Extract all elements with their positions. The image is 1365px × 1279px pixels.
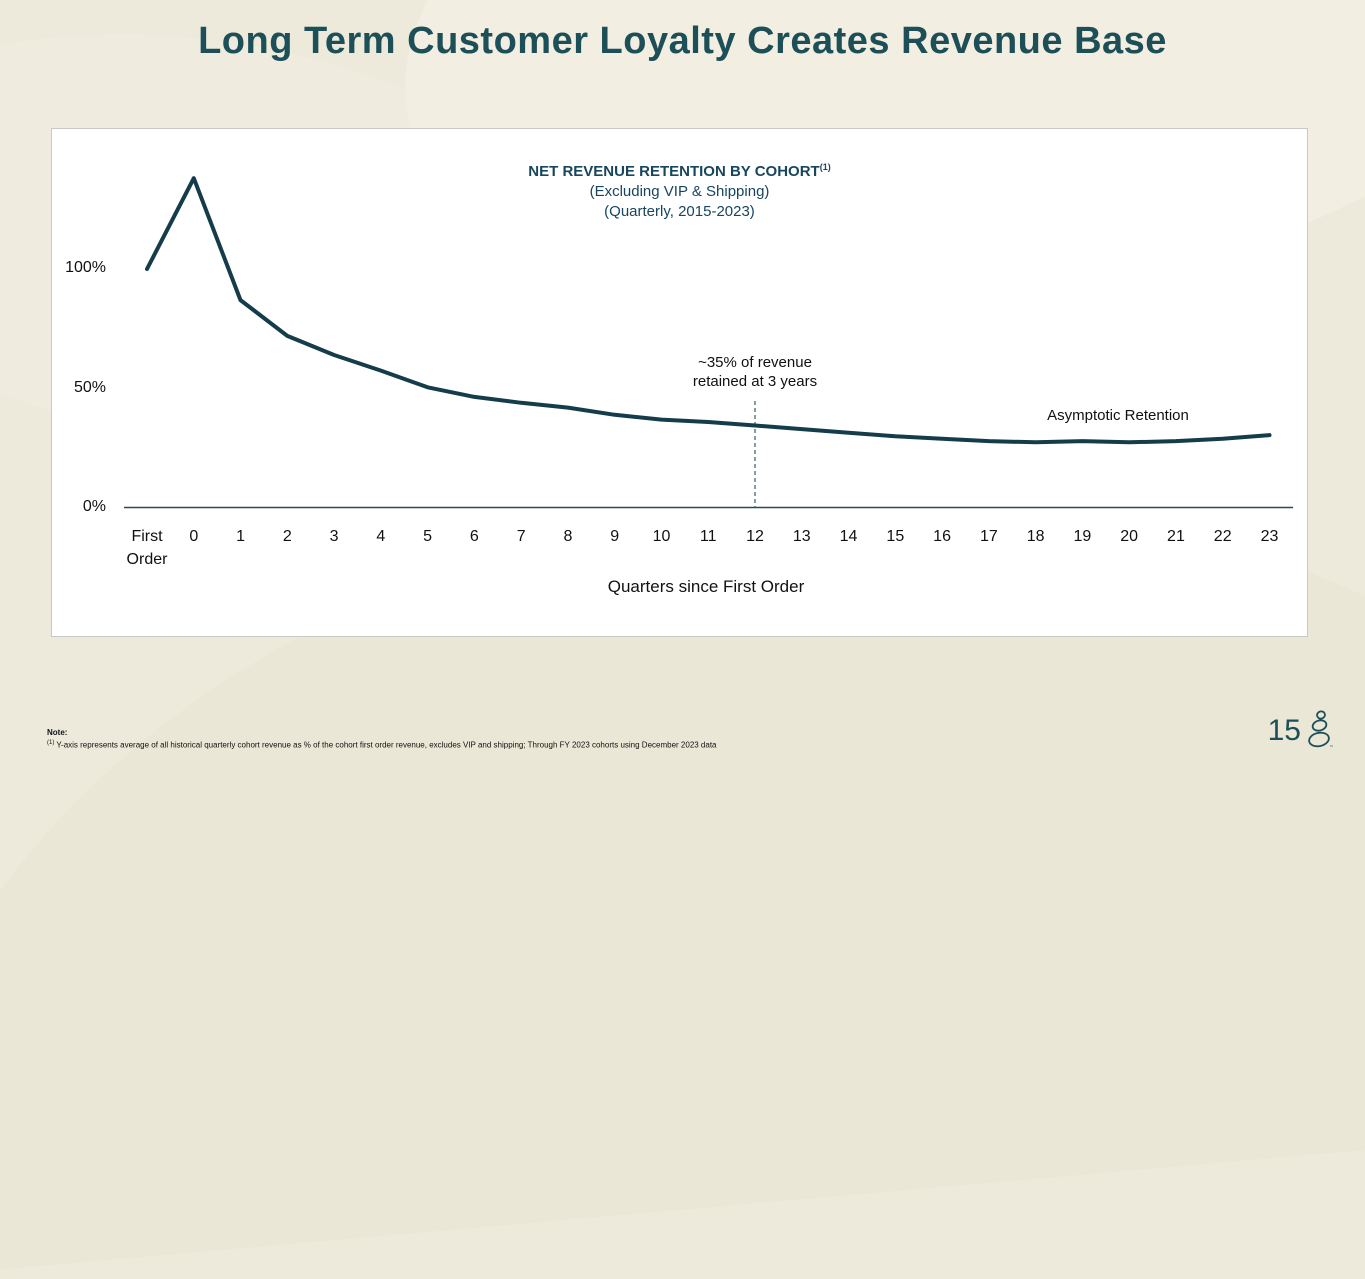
x-tick-8: 8 bbox=[563, 528, 573, 545]
chart-title-footnote-marker: (1) bbox=[819, 162, 831, 172]
x-tick-4: 4 bbox=[376, 528, 386, 545]
x-tick-17: 17 bbox=[979, 528, 998, 545]
x-tick-5: 5 bbox=[423, 528, 433, 545]
slide-title: Long Term Customer Loyalty Creates Reven… bbox=[198, 20, 1167, 62]
x-tick-14: 14 bbox=[839, 528, 858, 545]
retention-annotation: ~35% of revenue retained at 3 years bbox=[693, 353, 817, 391]
x-tick-2: 2 bbox=[282, 528, 292, 545]
x-tick-16: 16 bbox=[933, 528, 951, 545]
x-tick-7: 7 bbox=[516, 528, 526, 545]
x-tick-21: 21 bbox=[1167, 528, 1185, 545]
x-tick-20: 20 bbox=[1120, 528, 1139, 545]
chart-panel: NET REVENUE RETENTION BY COHORT(1) (Excl… bbox=[51, 128, 1308, 637]
x-tick-9: 9 bbox=[610, 528, 620, 545]
x-tick-18: 18 bbox=[1026, 528, 1045, 545]
x-tick-0: 0 bbox=[189, 528, 199, 545]
retention-chart bbox=[124, 176, 1293, 509]
chart-subtitle-2: (Quarterly, 2015-2023) bbox=[604, 203, 755, 220]
page-number: 15 bbox=[1267, 714, 1301, 747]
note-text-line: (1) Y-axis represents average of all his… bbox=[47, 738, 717, 751]
x-tick-1: 1 bbox=[236, 528, 245, 545]
page-footer: 15 ™ bbox=[1268, 710, 1333, 752]
x-tick-13: 13 bbox=[792, 528, 811, 545]
y-tick-100: 100% bbox=[65, 259, 106, 276]
chart-title-text: NET REVENUE RETENTION BY COHORT bbox=[528, 163, 820, 180]
x-axis-title: Quarters since First Order bbox=[607, 577, 805, 596]
chart-subtitle-1: (Excluding VIP & Shipping) bbox=[589, 183, 770, 200]
slide: { "slide": { "title": "Long Term Custome… bbox=[47, 20, 1333, 752]
x-tick-3: 3 bbox=[329, 528, 339, 545]
note-footnote-marker: (1) bbox=[47, 740, 55, 746]
note-text: Y-axis represents average of all histori… bbox=[54, 740, 717, 750]
annotation-line-1: ~35% of revenue bbox=[698, 354, 812, 371]
x-tick-19: 19 bbox=[1073, 528, 1092, 545]
x-tick-11: 11 bbox=[699, 528, 717, 545]
chart-header: NET REVENUE RETENTION BY COHORT(1) (Excl… bbox=[52, 157, 1307, 222]
x-tick-6: 6 bbox=[469, 528, 479, 545]
x-tick-12: 12 bbox=[746, 528, 764, 545]
y-tick-0: 0% bbox=[82, 498, 106, 515]
footnote-block: Note: (1) Y-axis represents average of a… bbox=[47, 727, 717, 751]
asymptotic-retention-label: Asymptotic Retention bbox=[1047, 407, 1189, 424]
trademark-symbol: ™ bbox=[1330, 744, 1334, 749]
x-tick-15: 15 bbox=[886, 528, 905, 545]
x-tick-22: 22 bbox=[1213, 528, 1232, 545]
x-tick-10: 10 bbox=[652, 528, 671, 545]
retention-line bbox=[145, 176, 1272, 445]
annotation-line-2: retained at 3 years bbox=[692, 373, 818, 390]
x-tick-23: 23 bbox=[1260, 528, 1279, 545]
y-tick-50: 50% bbox=[73, 378, 106, 396]
stacked-pebbles-logo-icon: ™ bbox=[1308, 710, 1334, 749]
note-label: Note: bbox=[47, 728, 68, 737]
chart-title: NET REVENUE RETENTION BY COHORT(1) bbox=[52, 157, 1307, 182]
x-tick-first-order: First Order bbox=[126, 528, 168, 568]
